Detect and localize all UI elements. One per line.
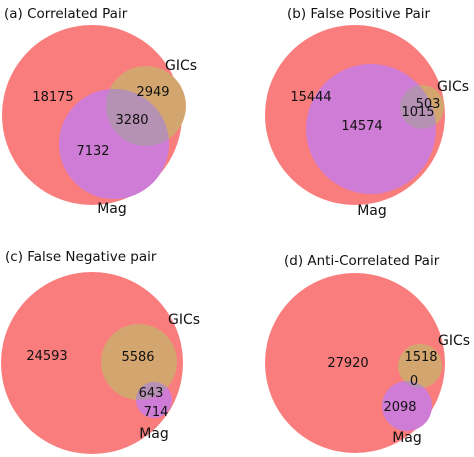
overlap-count: 3280 [115, 113, 148, 128]
gics-only-count: 1518 [404, 350, 437, 365]
gics-only-count: 5586 [121, 350, 154, 365]
mag-only-count: 14574 [341, 119, 382, 134]
mag-label: Mag [392, 430, 422, 446]
gics-label: GICs [437, 79, 469, 95]
panel-title: (c) False Negative pair [5, 249, 157, 265]
panel-false-negative-pair: (c) False Negative pair 24593 5586 643 7… [1, 249, 200, 454]
gics-label: GICs [438, 333, 470, 349]
panel-false-positive-pair: (b) False Positive Pair 15444 503 1015 1… [265, 6, 469, 219]
gics-circle [101, 324, 177, 400]
mag-only-count: 7132 [76, 144, 109, 159]
overlap-count: 1015 [401, 105, 434, 120]
gics-mag-overlap [400, 85, 436, 129]
all-only-count: 27920 [327, 356, 368, 371]
gics-label: GICs [168, 312, 200, 328]
panel-title: (d) Anti-Correlated Pair [284, 253, 440, 269]
mag-label: Mag [357, 203, 387, 219]
all-pairs-circle [1, 272, 183, 454]
mag-label: Mag [97, 201, 127, 217]
gics-label: GICs [165, 58, 197, 74]
gics-only-count: 503 [416, 97, 441, 112]
gics-only-count: 2949 [136, 85, 169, 100]
panel-anti-correlated-pair: (d) Anti-Correlated Pair 27920 1518 0 20… [265, 253, 470, 453]
panel-title: (a) Correlated Pair [4, 6, 128, 22]
all-only-count: 18175 [32, 90, 73, 105]
all-only-count: 24593 [26, 349, 67, 364]
mag-only-count: 2098 [383, 400, 416, 415]
all-only-count: 15444 [290, 90, 331, 105]
panel-title: (b) False Positive Pair [287, 6, 430, 22]
mag-circle [382, 381, 432, 431]
gics-mag-overlap [136, 382, 172, 400]
overlap-count: 643 [139, 386, 164, 401]
mag-label: Mag [139, 426, 169, 442]
panel-correlated-pair: (a) Correlated Pair 18175 2949 3280 7132… [2, 6, 197, 217]
mag-only-count: 714 [144, 405, 169, 420]
gics-circle [398, 344, 442, 388]
overlap-count: 0 [410, 374, 418, 389]
